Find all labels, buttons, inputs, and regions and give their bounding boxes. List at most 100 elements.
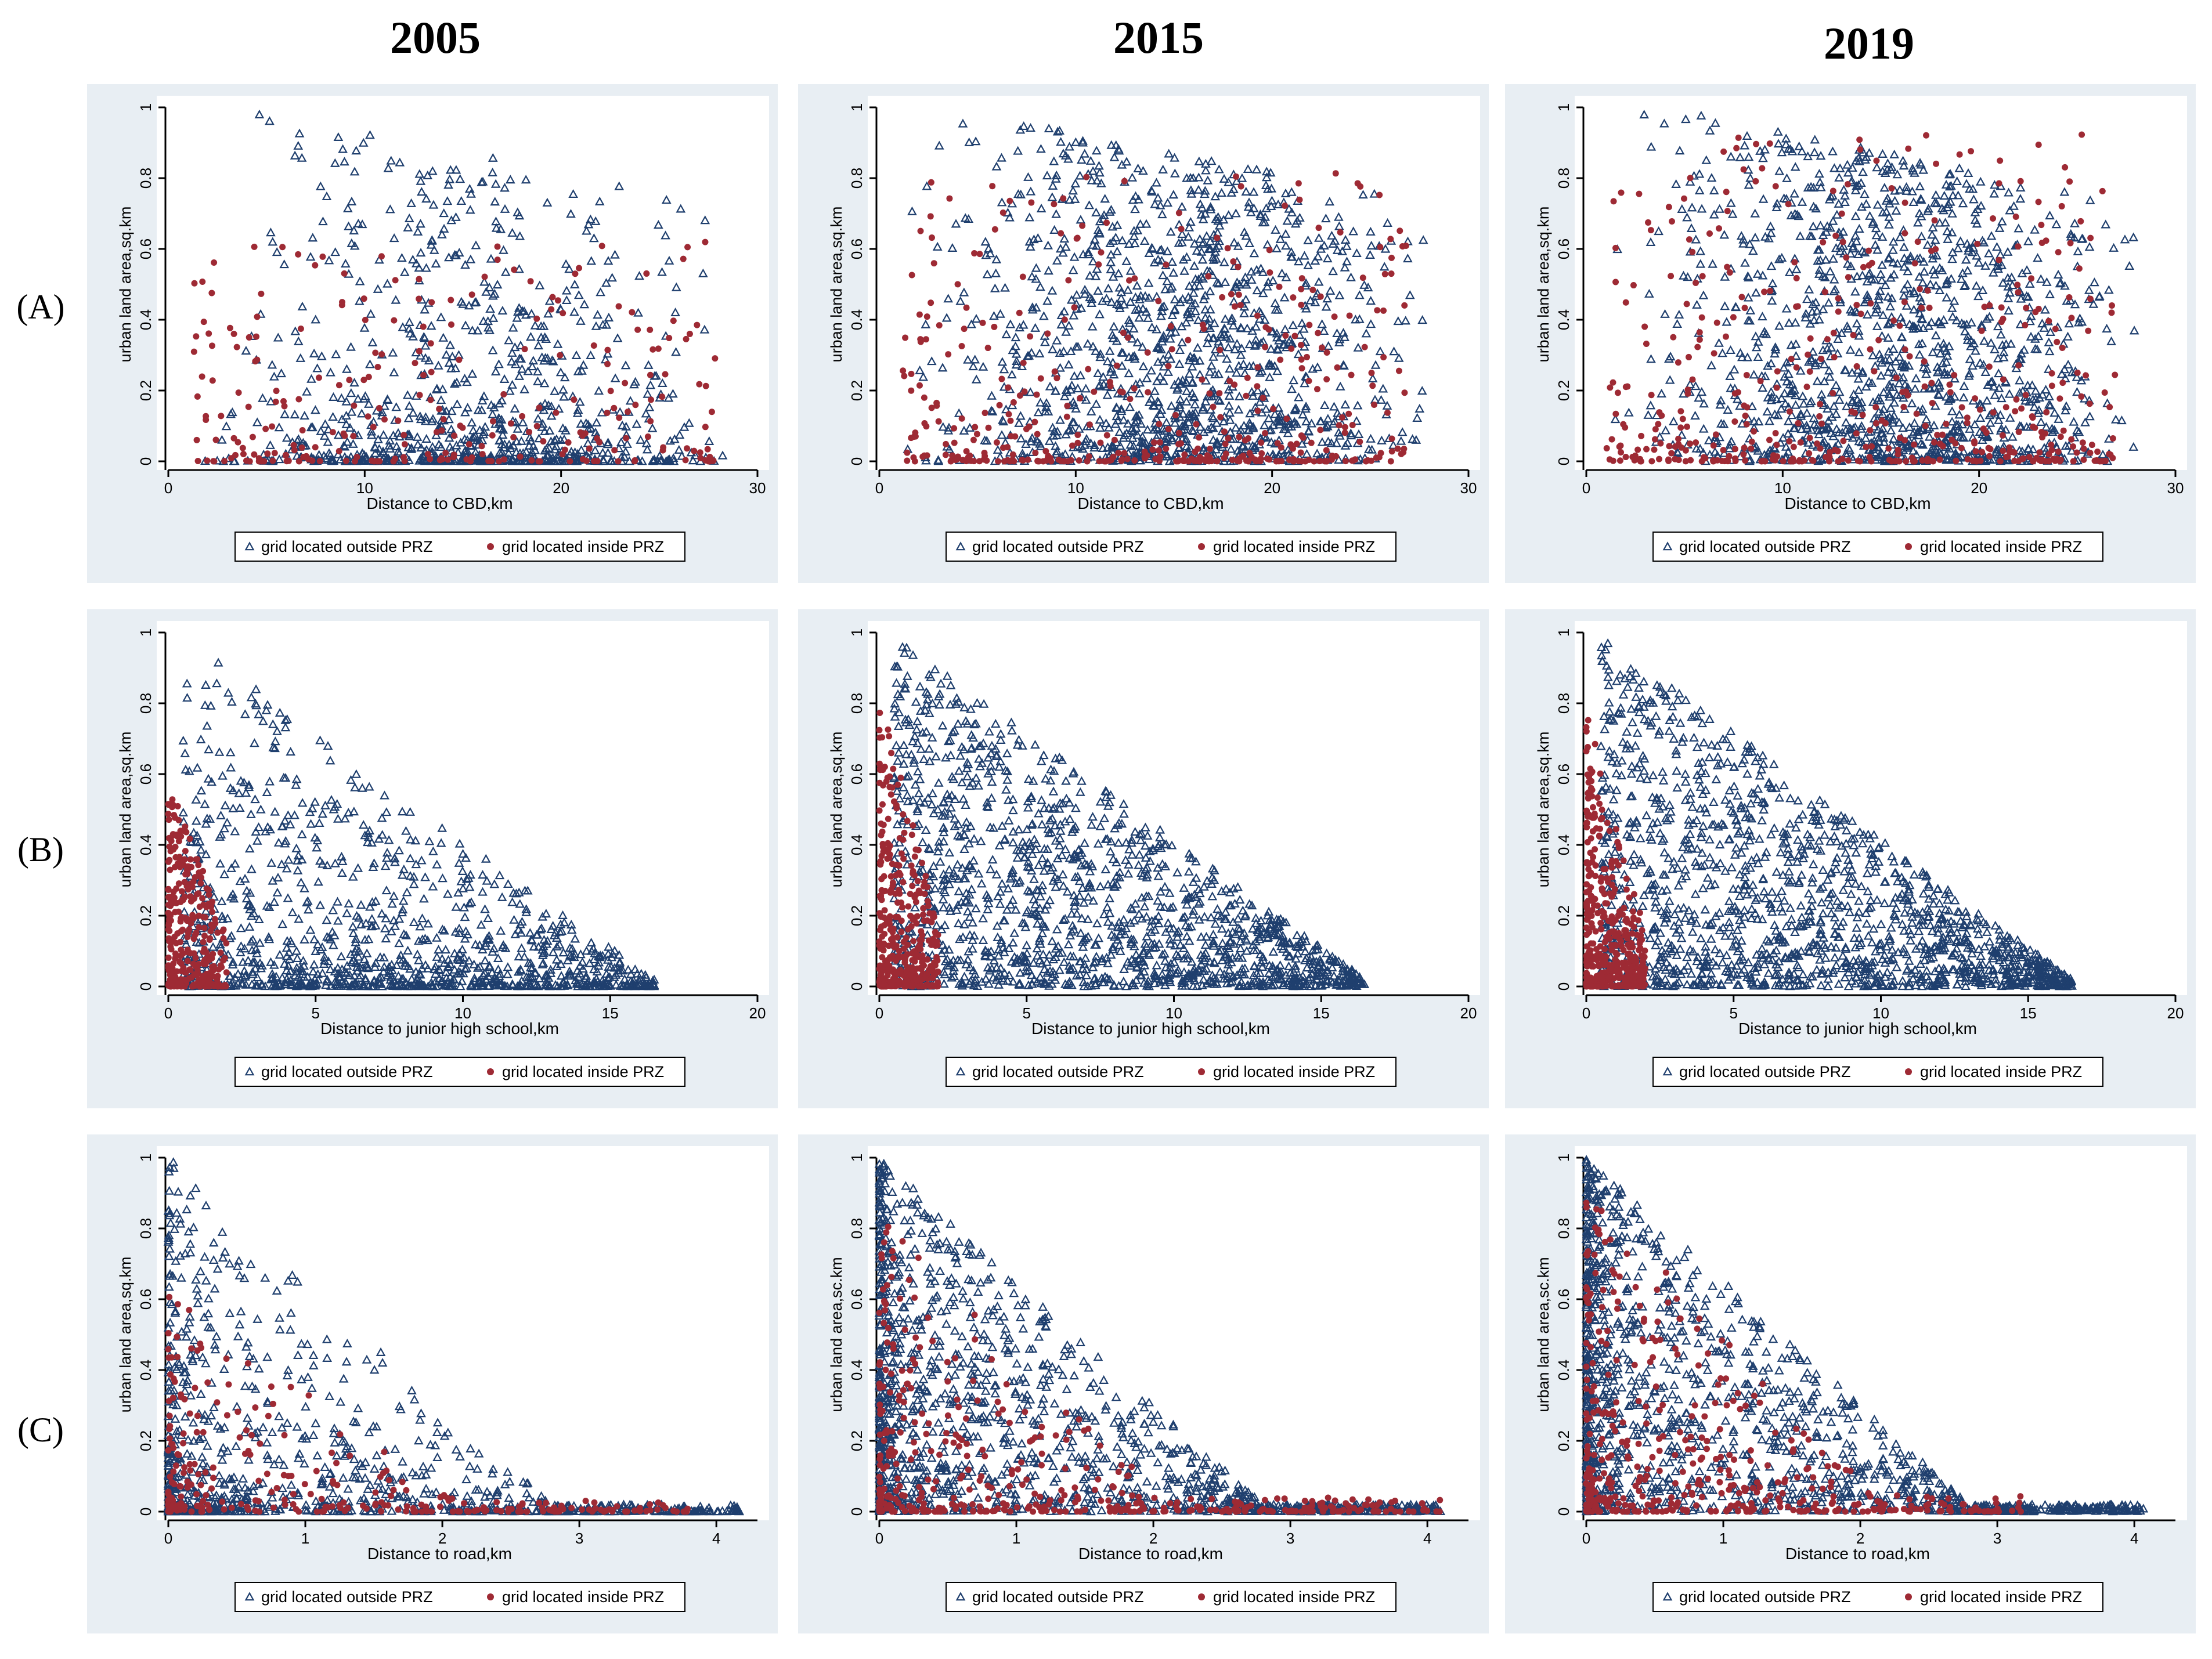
point-outside-prz <box>553 453 563 462</box>
point-inside-prz <box>1368 370 1375 377</box>
point-inside-prz <box>1346 312 1353 319</box>
point-inside-prz <box>548 306 555 313</box>
point-outside-prz <box>1134 313 1145 322</box>
point-inside-prz <box>1791 259 1798 266</box>
point-inside-prz <box>1677 424 1684 431</box>
point-outside-prz <box>1958 446 1969 456</box>
point-outside-prz <box>1208 252 1218 262</box>
point-outside-prz <box>1953 420 1963 429</box>
point-inside-prz <box>2099 458 2106 465</box>
point-inside-prz <box>1838 210 1845 217</box>
point-inside-prz <box>2099 187 2106 194</box>
point-outside-prz <box>1302 449 1312 458</box>
point-outside-prz <box>1366 319 1376 328</box>
point-outside-prz <box>1070 178 1081 187</box>
point-outside-prz <box>1069 310 1079 320</box>
point-inside-prz <box>1964 420 1971 427</box>
point-inside-prz <box>226 324 233 331</box>
point-outside-prz <box>1781 133 1791 143</box>
point-outside-prz <box>579 299 590 309</box>
point-outside-prz <box>1813 256 1823 265</box>
point-inside-prz <box>2043 409 2050 415</box>
point-inside-prz <box>1342 458 1349 465</box>
point-outside-prz <box>1280 424 1291 433</box>
point-inside-prz <box>533 422 540 429</box>
point-inside-prz <box>1309 287 1316 294</box>
point-inside-prz <box>392 277 399 284</box>
point-outside-prz <box>2070 218 2080 227</box>
point-inside-prz <box>1896 435 1903 442</box>
point-inside-prz <box>341 270 348 277</box>
point-inside-prz <box>1928 379 1935 386</box>
point-inside-prz <box>1882 420 1889 427</box>
point-outside-prz <box>516 436 526 445</box>
point-outside-prz <box>387 899 398 908</box>
point-outside-prz <box>1784 267 1795 276</box>
point-outside-prz <box>674 430 685 439</box>
point-outside-prz <box>1898 393 1908 402</box>
point-outside-prz <box>1928 254 1938 263</box>
point-outside-prz <box>1235 280 1244 289</box>
point-outside-prz <box>471 240 481 250</box>
point-inside-prz <box>611 404 618 411</box>
point-outside-prz <box>1205 367 1215 376</box>
point-inside-prz <box>1668 218 1675 225</box>
point-outside-prz <box>1942 276 1953 285</box>
point-outside-prz <box>1819 359 1829 368</box>
point-inside-prz <box>1821 288 1828 295</box>
point-outside-prz <box>1056 320 1067 329</box>
point-inside-prz <box>1233 457 1240 464</box>
point-outside-prz <box>1342 256 1352 266</box>
point-outside-prz <box>1211 214 1221 223</box>
point-inside-prz <box>1696 336 1703 343</box>
point-outside-prz <box>1185 443 1195 453</box>
point-outside-prz <box>1861 381 1871 391</box>
point-inside-prz <box>1826 458 1833 465</box>
point-outside-prz <box>1808 346 1818 356</box>
point-outside-prz <box>1889 149 1900 158</box>
point-outside-prz <box>2030 225 2040 234</box>
point-outside-prz <box>1646 400 1656 410</box>
point-outside-prz <box>1325 285 1336 295</box>
point-outside-prz <box>1297 439 1307 448</box>
legend: grid located outside PRZ grid located ins… <box>234 532 685 562</box>
point-outside-prz <box>526 309 537 318</box>
point-outside-prz <box>1094 381 1104 391</box>
point-outside-prz <box>1223 342 1233 352</box>
point-outside-prz <box>479 427 489 436</box>
point-outside-prz <box>1233 360 1244 370</box>
point-inside-prz <box>1675 359 1681 366</box>
point-inside-prz <box>2077 218 2084 225</box>
point-outside-prz <box>1244 418 1255 427</box>
point-inside-prz <box>1738 294 1745 301</box>
point-outside-prz <box>2016 354 2026 363</box>
point-outside-prz <box>1898 423 1908 432</box>
point-inside-prz <box>436 406 443 413</box>
point-outside-prz <box>322 191 332 201</box>
point-outside-prz <box>1334 454 1344 464</box>
point-inside-prz <box>1675 441 1682 448</box>
point-outside-prz <box>274 454 284 464</box>
point-outside-prz <box>478 316 489 325</box>
point-outside-prz <box>514 371 525 380</box>
point-outside-prz <box>291 946 302 955</box>
point-outside-prz <box>460 407 470 417</box>
point-inside-prz <box>2076 265 2083 272</box>
point-inside-prz <box>1384 409 1391 416</box>
point-inside-prz <box>295 396 302 403</box>
point-outside-prz <box>1965 184 1975 193</box>
point-outside-prz <box>1011 341 1020 350</box>
point-inside-prz <box>1901 437 1908 444</box>
point-inside-prz <box>1323 349 1330 356</box>
point-outside-prz <box>1041 398 1052 407</box>
point-outside-prz <box>1776 393 1787 403</box>
point-outside-prz <box>2001 425 2011 434</box>
point-outside-prz <box>511 436 522 446</box>
point-inside-prz <box>1981 303 1988 310</box>
point-outside-prz <box>1917 232 1926 241</box>
point-outside-prz <box>1326 438 1337 447</box>
point-outside-prz <box>2073 317 2084 327</box>
point-outside-prz <box>1106 205 1116 214</box>
point-outside-prz <box>1272 366 1282 375</box>
